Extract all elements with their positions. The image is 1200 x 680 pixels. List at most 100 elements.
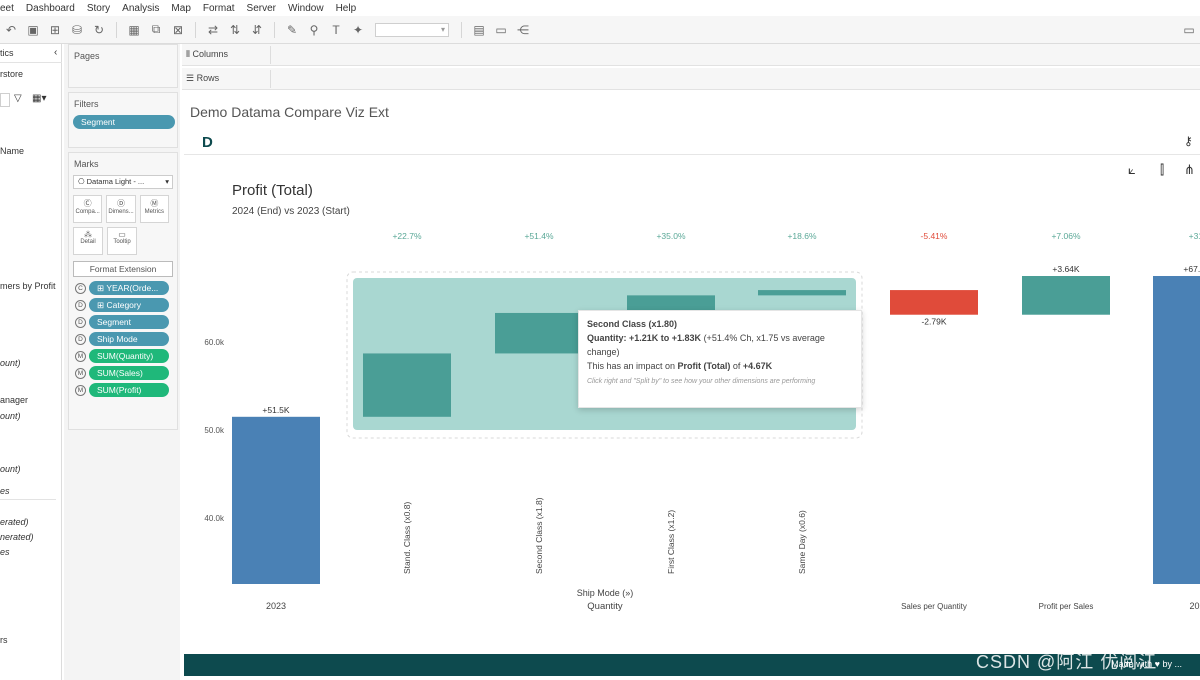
metrics-button[interactable]: Ⓜ Metrics <box>139 195 169 223</box>
refresh-icon[interactable]: ↻ <box>93 22 105 37</box>
swap-icon[interactable]: ⇄ <box>207 22 219 37</box>
datasource-icon[interactable]: ⛁ <box>71 22 83 37</box>
save-icon[interactable]: ▣ <box>27 22 39 37</box>
bar-pct-label: +51.4% <box>524 231 554 241</box>
mark-field-row: C ⊞ YEAR(Orde... <box>75 281 177 295</box>
datasource-name[interactable]: rstore <box>0 69 24 79</box>
data-panel: tics ‹ rstore ▽ ▦▾ Name mers by Profit o… <box>0 44 62 680</box>
detail-icon: ⁂ <box>84 230 92 239</box>
tooltip-metric: Quantity <box>587 333 624 343</box>
sort-desc-icon[interactable]: ⇵ <box>251 22 263 37</box>
mark-field-pill[interactable]: Segment <box>89 315 169 329</box>
field-item[interactable]: anager <box>0 395 29 405</box>
menu-item[interactable]: Window <box>288 2 324 14</box>
field-role-icon[interactable]: D <box>75 333 86 345</box>
menu-item[interactable]: Dashboard <box>25 2 75 14</box>
menu-item[interactable]: eet <box>0 2 14 14</box>
mark-field-pill[interactable]: SUM(Sales) <box>89 366 169 380</box>
compare-icon: Ⓒ <box>83 199 92 208</box>
field-item[interactable]: erated) <box>0 517 29 527</box>
bar-pct-label: -5.41% <box>921 231 948 241</box>
highlight-icon[interactable]: ✎ <box>286 22 298 37</box>
menu-item[interactable]: Map <box>171 2 191 14</box>
undo-icon[interactable]: ↶ <box>5 22 17 37</box>
columns-shelf[interactable]: ⦀ Columns <box>182 44 1200 66</box>
format-extension-button[interactable]: Format Extension <box>73 261 173 277</box>
pin-icon[interactable]: ✦ <box>352 22 364 37</box>
field-item[interactable]: rs <box>0 635 8 645</box>
tooltip-title: Second Class (x1.80) <box>587 319 678 329</box>
mark-type-dropdown[interactable]: ⎔ Datama Light - ... ▾ <box>73 175 173 189</box>
key-icon[interactable]: ⚷ <box>1184 134 1193 148</box>
field-item[interactable]: es <box>0 547 10 557</box>
compare-button[interactable]: Ⓒ Compa... <box>73 195 103 223</box>
mark-field-pill[interactable]: SUM(Profit) <box>89 383 169 397</box>
waterfall-bar <box>758 290 846 296</box>
extension-icon: ⎔ <box>78 177 87 186</box>
collapse-icon[interactable]: ‹ <box>54 47 58 58</box>
bar-category-label: Same Day (x0.6) <box>797 510 807 574</box>
menu-item[interactable]: Analysis <box>122 2 160 14</box>
field-role-icon[interactable]: D <box>75 316 86 328</box>
dashboard-title: Demo Datama Compare Viz Ext <box>190 104 389 120</box>
columns-label: Columns <box>192 49 228 59</box>
field-role-icon[interactable]: D <box>75 299 86 311</box>
search-icon[interactable] <box>0 93 10 107</box>
menu-item[interactable]: Help <box>335 2 357 14</box>
bar-category-label: Stand. Class (x0.8) <box>402 502 412 574</box>
bar-pct-label: +22.7% <box>392 231 422 241</box>
new-datasource-icon[interactable]: ⊞ <box>49 22 61 37</box>
mark-field-pill[interactable]: ⊞ YEAR(Orde... <box>89 281 169 295</box>
clear-sheet-icon[interactable]: ⊠ <box>172 22 184 37</box>
pages-card[interactable]: Pages <box>68 44 178 88</box>
hierarchy-icon[interactable]: ⋔ <box>1184 162 1195 177</box>
mark-field-pill[interactable]: ⊞ Category <box>89 298 169 312</box>
rows-icon: ☰ <box>186 73 197 83</box>
y-tick-label: 40.0k <box>204 514 225 523</box>
field-item[interactable]: Name <box>0 146 25 156</box>
view-options-icon[interactable]: ▦▾ <box>32 93 47 104</box>
field-item[interactable]: ount) <box>0 358 21 368</box>
field-role-icon[interactable]: C <box>75 282 86 294</box>
tooltip-impact-of: of <box>730 361 743 371</box>
show-cards-icon[interactable]: ▤ <box>473 22 485 37</box>
new-worksheet-icon[interactable]: ▦ <box>128 22 140 37</box>
filter-icon[interactable]: ▽ <box>14 93 22 104</box>
mark-field-row: M SUM(Profit) <box>75 383 177 397</box>
axis-chart-icon[interactable]: ⟀ <box>1128 162 1136 177</box>
tooltip-hint: Click right and "Split by" to see how yo… <box>587 378 816 385</box>
group-icon[interactable]: ⚲ <box>309 22 319 37</box>
menu-item[interactable]: Format <box>202 2 235 14</box>
filters-card[interactable]: Filters Segment <box>68 92 178 148</box>
mark-field-pill[interactable]: Ship Mode <box>89 332 169 346</box>
field-item[interactable]: ount) <box>0 411 21 421</box>
y-tick-label: 50.0k <box>204 426 225 435</box>
menu-item[interactable]: Server <box>246 2 276 14</box>
dimensions-button[interactable]: Ⓓ Dimens... <box>106 195 136 223</box>
field-item[interactable]: mers by Profit <box>0 281 56 291</box>
presentation-icon[interactable]: ▭ <box>495 22 507 37</box>
filter-pill-segment[interactable]: Segment <box>73 115 175 129</box>
tooltip: Second Class (x1.80) Quantity: +1.21K to… <box>578 310 862 408</box>
sort-asc-icon[interactable]: ⇅ <box>229 22 241 37</box>
share-icon[interactable]: ⋲ <box>517 22 529 37</box>
detail-button[interactable]: ⁂ Detail <box>73 227 103 255</box>
field-role-icon[interactable]: M <box>75 350 86 362</box>
tooltip-button[interactable]: ▭ Tooltip <box>107 227 137 255</box>
mark-field-pill[interactable]: SUM(Quantity) <box>89 349 169 363</box>
rows-shelf[interactable]: ☰ Rows <box>182 68 1200 90</box>
menu-item[interactable]: Story <box>86 2 111 14</box>
labels-icon[interactable]: T <box>332 22 340 37</box>
footer-credit[interactable]: Made with ♥ by ... <box>1111 659 1182 669</box>
fit-dropdown[interactable]: ▾ <box>375 22 449 37</box>
tooltip-change: (+51.4% Ch, x1.75 vs average change) <box>587 333 825 357</box>
duplicate-icon[interactable]: ⧉ <box>151 22 161 36</box>
field-item[interactable]: nerated) <box>0 532 34 542</box>
show-me-icon[interactable]: ▭ <box>1183 22 1195 37</box>
field-role-icon[interactable]: M <box>75 384 86 396</box>
waterfall-icon[interactable]: ⫿ <box>1160 162 1165 177</box>
detail-label: Detail <box>80 239 96 245</box>
field-item[interactable]: es <box>0 486 10 496</box>
field-role-icon[interactable]: M <box>75 367 86 379</box>
field-item[interactable]: ount) <box>0 464 21 474</box>
